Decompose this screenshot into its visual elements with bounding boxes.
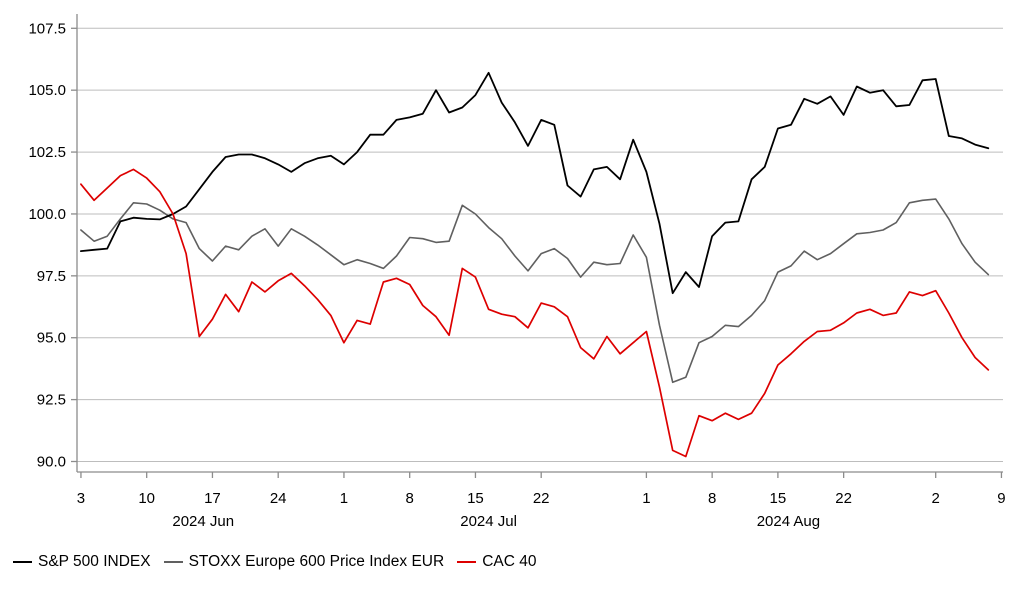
x-tick-label: 10	[138, 490, 155, 507]
x-tick-label: 3	[77, 490, 85, 507]
x-month-label: 2024 Aug	[757, 513, 820, 530]
stoxx600-line-swatch	[163, 561, 183, 563]
x-tick-label: 1	[340, 490, 348, 507]
x-tick-label: 17	[204, 490, 221, 507]
legend: S&P 500 INDEX STOXX Europe 600 Price Ind…	[13, 553, 536, 571]
x-tick-label: 22	[533, 490, 550, 507]
series-line-sp500	[80, 71, 990, 295]
series-line-stoxx600	[80, 198, 990, 384]
legend-label-sp500: S&P 500 INDEX	[38, 553, 151, 570]
x-tick-label: 15	[770, 490, 787, 507]
legend-label-stoxx600: STOXX Europe 600 Price Index EUR	[188, 553, 445, 570]
y-tick-label: 95.0	[37, 330, 66, 347]
series-line-cac40	[80, 168, 990, 458]
legend-item-stoxx600: STOXX Europe 600 Price Index EUR	[163, 553, 445, 571]
sp500-line-swatch	[13, 561, 32, 563]
y-tick-label: 97.5	[37, 268, 66, 285]
x-month-label: 2024 Jul	[460, 513, 517, 530]
x-tick-label: 15	[467, 490, 484, 507]
y-tick-label: 107.5	[28, 20, 66, 37]
x-month-label: 2024 Jun	[172, 513, 234, 530]
legend-item-cac40: CAC 40	[457, 553, 536, 571]
y-tick-label: 90.0	[37, 454, 66, 471]
legend-label-cac40: CAC 40	[482, 553, 537, 570]
y-tick-label: 102.5	[28, 144, 66, 161]
x-tick-label: 22	[835, 490, 852, 507]
cac40-line-swatch	[457, 561, 477, 563]
y-tick-label: 92.5	[37, 392, 66, 409]
y-tick-label: 100.0	[28, 206, 66, 223]
x-tick-label: 8	[708, 490, 716, 507]
y-tick-label: 105.0	[28, 82, 66, 99]
legend-item-sp500: S&P 500 INDEX	[13, 553, 151, 571]
x-tick-label: 9	[997, 490, 1005, 507]
x-tick-label: 8	[406, 490, 414, 507]
line-chart: 90.0 92.5 95.0 97.5 100.0 102.5 105.0 107.5 3 10 1…	[28, 14, 1006, 530]
x-tick-label: 24	[270, 490, 287, 507]
x-tick-label: 1	[642, 490, 650, 507]
x-tick-label: 2	[932, 490, 940, 507]
